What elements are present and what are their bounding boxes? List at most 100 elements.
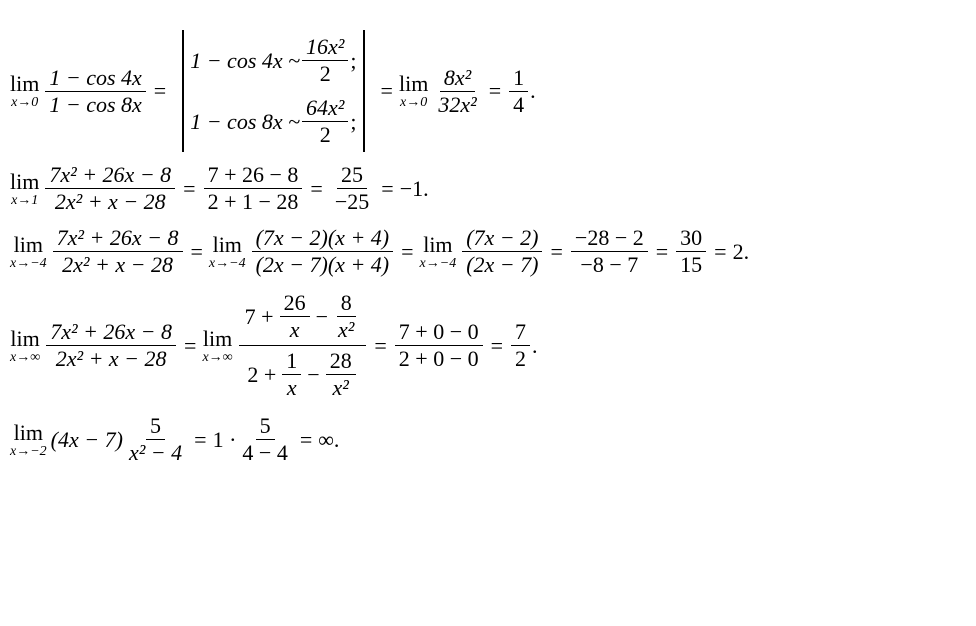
n-b-den: x bbox=[286, 317, 304, 343]
equals-4: = bbox=[656, 239, 668, 265]
lim-text: lim bbox=[423, 232, 452, 258]
result: −1. bbox=[400, 176, 429, 202]
s1-fraction: −28 − 2 −8 − 7 bbox=[571, 225, 648, 278]
n-d-den: x² bbox=[334, 317, 358, 343]
sub-row-1: 1 − cos 4x ~ 16x² 2 ; bbox=[190, 34, 356, 87]
mid-fraction: (7x − 2)(x + 4) (2x − 7)(x + 4) bbox=[252, 225, 394, 278]
f-fraction: 5 x² − 4 bbox=[125, 413, 186, 466]
r-fraction: (7x − 2) (2x − 7) bbox=[462, 225, 542, 278]
equation-5: lim x→−2 (4x − 7) 5 x² − 4 = 1 · 5 4 − 4… bbox=[10, 413, 966, 466]
s2-den: −25 bbox=[331, 189, 373, 215]
r-num: (7x − 2) bbox=[462, 225, 542, 252]
lhs-num: 7x² + 26x − 8 bbox=[45, 162, 175, 189]
equals-3: = bbox=[381, 176, 393, 202]
d-d-frac: 28 x² bbox=[326, 348, 356, 401]
limit-symbol: lim x→−2 bbox=[10, 420, 47, 460]
equals-2: = bbox=[300, 427, 312, 453]
s2-num: 30 bbox=[676, 225, 706, 252]
d-b-frac: 1 x bbox=[282, 348, 301, 401]
f-den: x² − 4 bbox=[125, 440, 186, 466]
mid-num: (7x − 2)(x + 4) bbox=[252, 225, 394, 252]
s1-num: 7 + 0 − 0 bbox=[395, 319, 483, 346]
s1-fraction: 7 + 0 − 0 2 + 0 − 0 bbox=[395, 319, 483, 372]
big-num: 7 + 26 x − 8 x² bbox=[239, 288, 367, 346]
lim-text: lim bbox=[14, 232, 43, 258]
sub1-frac: 16x² 2 bbox=[302, 34, 348, 87]
dot: . bbox=[532, 333, 538, 359]
abs-bar-left bbox=[182, 30, 184, 152]
lhs-num: 7x² + 26x − 8 bbox=[46, 319, 176, 346]
abs-bar-right bbox=[363, 30, 365, 152]
semi-1: ; bbox=[350, 48, 356, 74]
rhs-fraction: 8x² 32x² bbox=[434, 65, 480, 118]
equation-4: lim x→∞ 7x² + 26x − 8 2x² + x − 28 = lim… bbox=[10, 288, 966, 403]
res-den: 2 bbox=[511, 346, 530, 372]
lhs-fraction: 7x² + 26x − 8 2x² + x − 28 bbox=[45, 162, 175, 215]
lhs-fraction: 7x² + 26x − 8 2x² + x − 28 bbox=[46, 319, 176, 372]
lhs-fraction: 1 − cos 4x 1 − cos 8x bbox=[45, 65, 145, 118]
mid-den: (2x − 7)(x + 4) bbox=[252, 252, 394, 278]
s2-num: 25 bbox=[337, 162, 367, 189]
lhs-fraction: 7x² + 26x − 8 2x² + x − 28 bbox=[53, 225, 183, 278]
equals-3: = bbox=[489, 78, 501, 104]
limit-symbol: lim x→1 bbox=[10, 169, 39, 209]
r-den: (2x − 7) bbox=[462, 252, 542, 278]
equals-2: = bbox=[401, 239, 413, 265]
equals: = bbox=[183, 176, 195, 202]
res-num: 1 bbox=[509, 65, 528, 92]
lim-text: lim bbox=[14, 420, 43, 446]
abs-content: 1 − cos 4x ~ 16x² 2 ; 1 − cos 8x ~ 64x² … bbox=[190, 30, 356, 152]
limit-symbol: lim x→∞ bbox=[10, 326, 40, 366]
d-d-num: 28 bbox=[326, 348, 356, 375]
lim-text: lim bbox=[213, 232, 242, 258]
step1-fraction: 7 + 26 − 8 2 + 1 − 28 bbox=[204, 162, 303, 215]
big-den: 2 + 1 x − 28 x² bbox=[241, 346, 363, 403]
equals-3: = bbox=[550, 239, 562, 265]
lhs-den: 2x² + x − 28 bbox=[58, 252, 177, 278]
lim-sub: x→−4 bbox=[209, 256, 246, 272]
lhs-num: 7x² + 26x − 8 bbox=[53, 225, 183, 252]
result-fraction: 1 4 bbox=[509, 65, 528, 118]
s1-num: −28 − 2 bbox=[571, 225, 648, 252]
lim-sub: x→∞ bbox=[202, 350, 232, 366]
equals: = bbox=[194, 427, 206, 453]
n-c: − bbox=[316, 304, 328, 330]
lim-sub: x→−4 bbox=[10, 256, 47, 272]
lhs-den: 2x² + x − 28 bbox=[51, 189, 170, 215]
res-num: 7 bbox=[511, 319, 530, 346]
result: ∞. bbox=[318, 427, 339, 453]
lim-text: lim bbox=[10, 326, 39, 352]
s2-fraction: 30 15 bbox=[676, 225, 706, 278]
f-num: 5 bbox=[146, 413, 165, 440]
res-den: 4 bbox=[509, 92, 528, 118]
equals-2: = bbox=[310, 176, 322, 202]
big-fraction: 7 + 26 x − 8 x² 2 + 1 x − 28 x² bbox=[239, 288, 367, 403]
equals-2: = bbox=[374, 333, 386, 359]
lim-text-r: lim bbox=[399, 71, 428, 97]
n-b-frac: 26 x bbox=[280, 290, 310, 343]
equation-1: lim x→0 1 − cos 4x 1 − cos 8x = 1 − cos … bbox=[10, 30, 966, 152]
sub2-left: 1 − cos 8x ~ bbox=[190, 109, 300, 135]
lim-text: lim bbox=[10, 71, 39, 97]
equation-2: lim x→1 7x² + 26x − 8 2x² + x − 28 = 7 +… bbox=[10, 162, 966, 215]
result: 2. bbox=[733, 239, 750, 265]
sub1-den: 2 bbox=[316, 61, 335, 87]
lim-text: lim bbox=[203, 326, 232, 352]
lhs-den: 2x² + x − 28 bbox=[52, 346, 171, 372]
sub2-frac: 64x² 2 bbox=[302, 95, 348, 148]
n-b-num: 26 bbox=[280, 290, 310, 317]
equals-2: = bbox=[381, 78, 393, 104]
r2-den: 4 − 4 bbox=[238, 440, 291, 466]
d-b-den: x bbox=[283, 375, 301, 401]
equals: = bbox=[191, 239, 203, 265]
d-c: − bbox=[307, 362, 319, 388]
sub1-num: 16x² bbox=[302, 34, 348, 61]
factor: (4x − 7) bbox=[51, 427, 123, 453]
lim-sub: x→0 bbox=[11, 95, 38, 111]
equation-3: lim x→−4 7x² + 26x − 8 2x² + x − 28 = li… bbox=[10, 225, 966, 278]
lim-sub: x→−4 bbox=[420, 256, 457, 272]
limit-symbol-3: lim x→−4 bbox=[420, 232, 457, 272]
rhs-num: 8x² bbox=[440, 65, 475, 92]
limit-symbol-r: lim x→0 bbox=[399, 71, 428, 111]
limit-symbol: lim x→0 bbox=[10, 71, 39, 111]
